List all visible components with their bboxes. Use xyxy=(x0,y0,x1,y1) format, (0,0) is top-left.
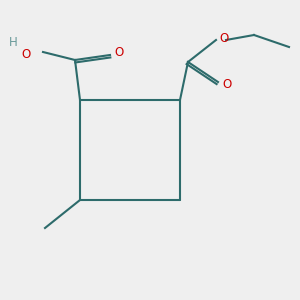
Text: O: O xyxy=(114,46,123,59)
Text: O: O xyxy=(222,79,231,92)
Text: O: O xyxy=(219,32,228,44)
Text: O: O xyxy=(22,47,31,61)
Text: H: H xyxy=(9,35,18,49)
